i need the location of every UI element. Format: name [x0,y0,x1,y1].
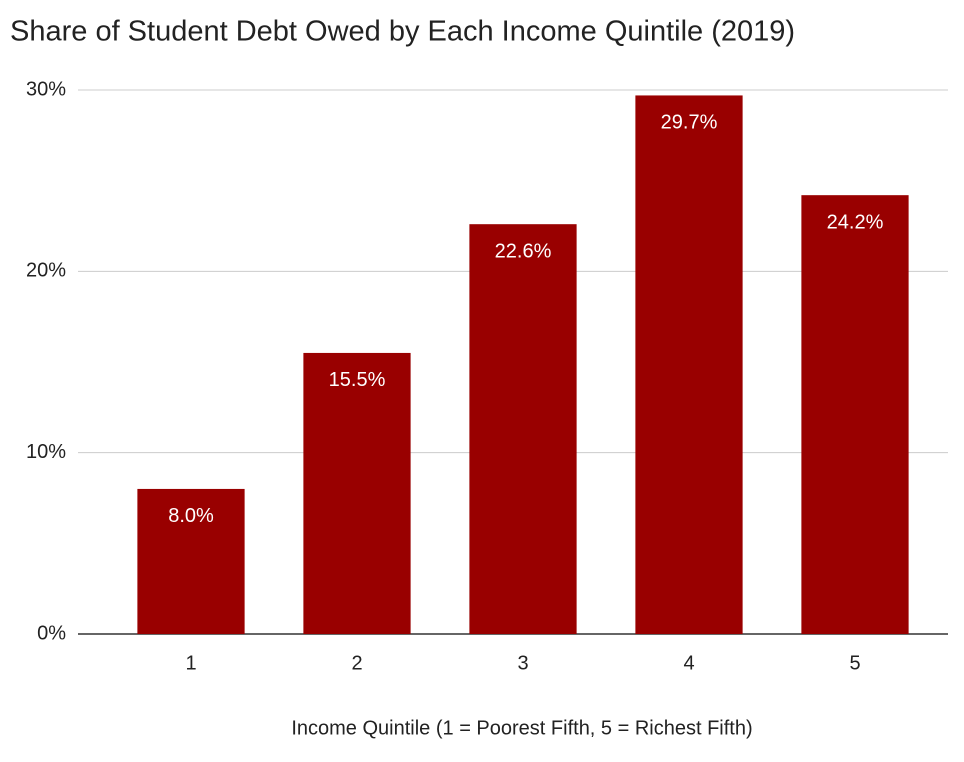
bar [469,224,577,635]
bar [801,195,909,634]
y-tick-label: 30% [26,78,66,100]
chart-title: Share of Student Debt Owed by Each Incom… [10,16,795,48]
x-tick-label: 2 [351,652,362,674]
data-label: 29.7% [661,112,718,134]
x-axis-label: Income Quintile (1 = Poorest Fifth, 5 = … [291,717,752,739]
data-label: 8.0% [168,505,214,527]
bar [137,488,245,634]
x-tick-label: 4 [683,652,694,674]
y-tick-label: 10% [26,441,66,463]
bar [635,95,743,634]
x-tick-label: 5 [849,652,860,674]
x-tick-label: 3 [517,652,528,674]
data-label: 22.6% [495,240,552,262]
data-label: 24.2% [827,211,884,233]
y-tick-label: 0% [37,622,66,644]
data-label: 15.5% [329,369,386,391]
x-tick-label: 1 [185,652,196,674]
y-tick-label: 20% [26,260,66,282]
bar [303,352,411,634]
